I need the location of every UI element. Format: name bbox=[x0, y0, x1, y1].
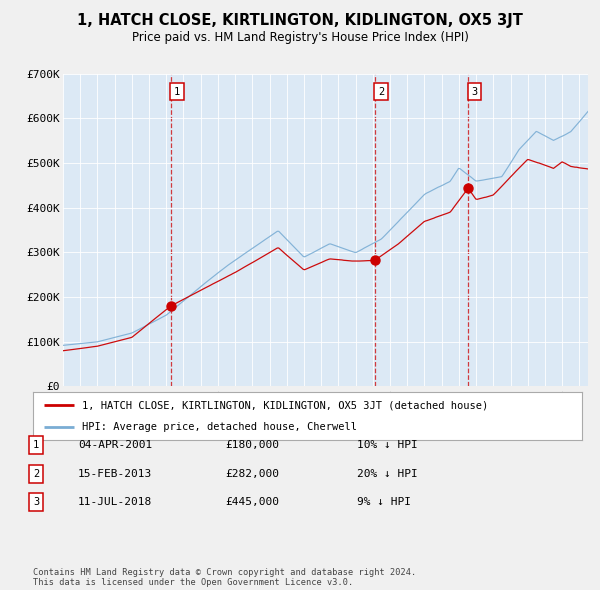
Text: HPI: Average price, detached house, Cherwell: HPI: Average price, detached house, Cher… bbox=[82, 422, 358, 432]
Text: 11-JUL-2018: 11-JUL-2018 bbox=[78, 497, 152, 507]
Text: 9% ↓ HPI: 9% ↓ HPI bbox=[357, 497, 411, 507]
Text: 2: 2 bbox=[378, 87, 384, 97]
Text: 2: 2 bbox=[33, 469, 39, 478]
Text: 20% ↓ HPI: 20% ↓ HPI bbox=[357, 469, 418, 478]
Text: £180,000: £180,000 bbox=[225, 441, 279, 450]
Text: £445,000: £445,000 bbox=[225, 497, 279, 507]
Text: 3: 3 bbox=[471, 87, 478, 97]
Text: Contains HM Land Registry data © Crown copyright and database right 2024.
This d: Contains HM Land Registry data © Crown c… bbox=[33, 568, 416, 587]
Text: 1: 1 bbox=[174, 87, 180, 97]
Text: 10% ↓ HPI: 10% ↓ HPI bbox=[357, 441, 418, 450]
Text: £282,000: £282,000 bbox=[225, 469, 279, 478]
Text: 3: 3 bbox=[33, 497, 39, 507]
Text: 04-APR-2001: 04-APR-2001 bbox=[78, 441, 152, 450]
Text: 15-FEB-2013: 15-FEB-2013 bbox=[78, 469, 152, 478]
Text: 1, HATCH CLOSE, KIRTLINGTON, KIDLINGTON, OX5 3JT: 1, HATCH CLOSE, KIRTLINGTON, KIDLINGTON,… bbox=[77, 13, 523, 28]
Text: 1, HATCH CLOSE, KIRTLINGTON, KIDLINGTON, OX5 3JT (detached house): 1, HATCH CLOSE, KIRTLINGTON, KIDLINGTON,… bbox=[82, 400, 488, 410]
Text: Price paid vs. HM Land Registry's House Price Index (HPI): Price paid vs. HM Land Registry's House … bbox=[131, 31, 469, 44]
Text: 1: 1 bbox=[33, 441, 39, 450]
